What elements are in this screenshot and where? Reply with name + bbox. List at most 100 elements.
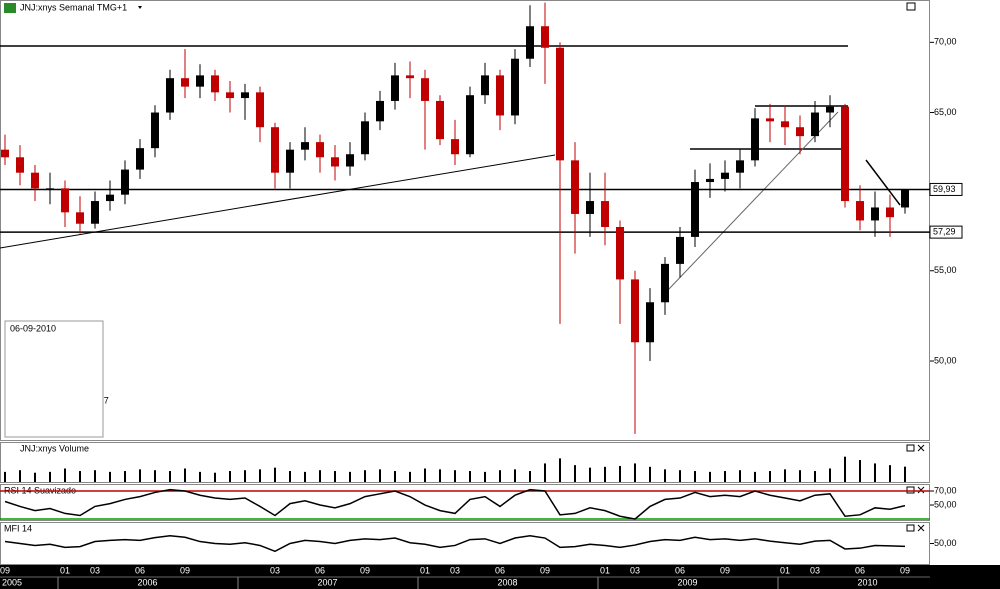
volume-bar: [709, 471, 711, 482]
volume-bar: [589, 467, 591, 482]
x-tick-label: 09: [180, 565, 190, 575]
volume-bar: [814, 471, 816, 482]
candle-body: [91, 201, 99, 224]
candle-body: [121, 169, 129, 195]
x-tick-label: 09: [0, 565, 10, 575]
volume-bar: [349, 471, 351, 482]
candle-body: [691, 182, 699, 237]
volume-bar: [634, 463, 636, 482]
x-tick-label: 09: [720, 565, 730, 575]
candle-body: [181, 78, 189, 87]
candle-body: [241, 92, 249, 99]
candle-body: [481, 75, 489, 96]
x-tick-label: 09: [900, 565, 910, 575]
year-label: 2010: [857, 577, 877, 587]
volume-bar: [139, 469, 141, 482]
info-date: 06-09-2010: [10, 323, 56, 333]
close-button[interactable]: [917, 524, 925, 532]
volume-bar: [844, 456, 846, 482]
x-tick-label: 03: [450, 565, 460, 575]
x-tick-label: 03: [90, 565, 100, 575]
candle-body: [226, 92, 234, 99]
volume-bar: [184, 468, 186, 482]
candle-body: [1, 149, 9, 158]
candle-body: [301, 142, 309, 150]
volume-bar: [829, 468, 831, 482]
x-tick-label: 01: [780, 565, 790, 575]
candle-body: [631, 279, 639, 343]
symbol-icon[interactable]: [4, 3, 16, 13]
candle-body: [466, 95, 474, 155]
x-tick-label: 03: [270, 565, 280, 575]
candle-body: [106, 194, 114, 202]
volume-bar: [334, 471, 336, 482]
x-tick-label: 01: [420, 565, 430, 575]
candle-body: [136, 148, 144, 170]
indicator-line: [4, 488, 906, 520]
info-box: 06-09-2010: [4, 320, 104, 438]
volume-bar: [79, 471, 81, 482]
volume-bar: [544, 463, 546, 482]
candle-body: [421, 78, 429, 101]
maximize-button[interactable]: [906, 524, 915, 532]
candle-body: [46, 188, 54, 190]
volume-bar: [424, 468, 426, 482]
candle-body: [286, 149, 294, 173]
maximize-button[interactable]: [906, 486, 915, 494]
year-label: 2006: [137, 577, 157, 587]
candle-body: [766, 118, 774, 122]
volume-bar: [859, 460, 861, 482]
maximize-button[interactable]: [906, 444, 915, 452]
year-label: 2005: [2, 577, 22, 587]
year-label: 2008: [497, 577, 517, 587]
volume-bar: [664, 469, 666, 482]
x-tick-label: 03: [630, 565, 640, 575]
volume-bar: [319, 470, 321, 482]
candle-body: [886, 207, 894, 218]
volume-bar: [694, 471, 696, 482]
dropdown-arrow[interactable]: [138, 6, 142, 9]
close-button[interactable]: [917, 444, 925, 452]
candle-body: [751, 118, 759, 161]
candle-body: [571, 160, 579, 214]
candle-body: [646, 302, 654, 343]
volume-bar: [679, 470, 681, 482]
volume-bar: [364, 470, 366, 482]
candle-body: [451, 139, 459, 155]
close-button[interactable]: [917, 486, 925, 494]
volume-bar: [604, 466, 606, 482]
volume-bar: [289, 471, 291, 482]
candle-body: [781, 121, 789, 128]
volume-bar: [64, 468, 66, 482]
trend-line: [667, 111, 839, 291]
volume-bar: [484, 471, 486, 482]
volume-bar: [409, 471, 411, 482]
volume-bar: [274, 467, 276, 482]
price-pane: [0, 0, 930, 441]
candle-body: [811, 112, 819, 137]
volume-pane: [0, 442, 930, 483]
candle-body: [316, 142, 324, 158]
candle-body: [391, 75, 399, 101]
volume-bar: [619, 465, 621, 482]
volume-bar: [784, 469, 786, 482]
y-tick-label: 55,00: [934, 265, 957, 275]
volume-bar: [19, 470, 21, 482]
candle-body: [901, 189, 909, 208]
candle-body: [736, 160, 744, 173]
x-tick-label: 06: [495, 565, 505, 575]
indicator-line: [4, 534, 906, 553]
candle-body: [721, 172, 729, 179]
volume-bar: [4, 471, 6, 482]
candle-body: [436, 100, 444, 140]
volume-bar: [244, 470, 246, 482]
candle-body: [556, 47, 564, 161]
volume-bar: [109, 471, 111, 482]
candle-body: [871, 207, 879, 221]
volume-bar: [739, 470, 741, 482]
volume-bar: [769, 471, 771, 482]
price-label: 57,29: [933, 226, 956, 236]
candle-body: [151, 112, 159, 149]
maximize-button[interactable]: [906, 2, 916, 11]
price-label: 59,93: [933, 184, 956, 194]
